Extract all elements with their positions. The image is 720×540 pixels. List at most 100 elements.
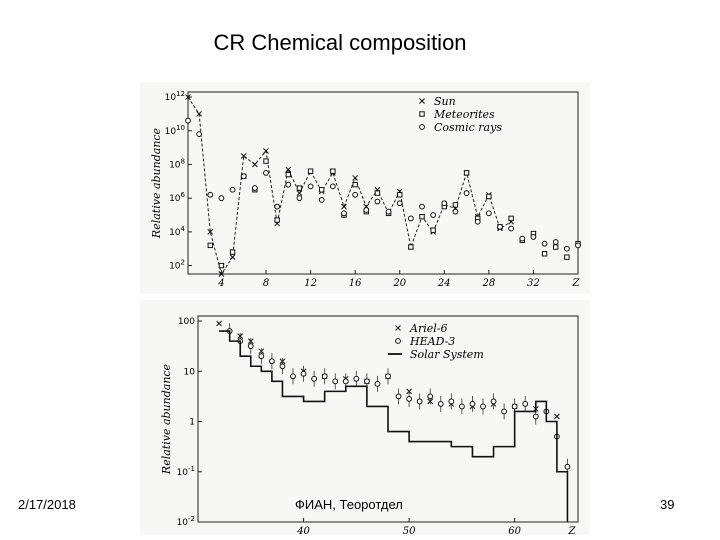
- x-tick-label: 28: [481, 278, 495, 289]
- data-point-head-3: [321, 373, 328, 380]
- legend-label: Cosmic rays: [434, 121, 502, 134]
- data-point-cosmic-rays: [263, 169, 269, 176]
- data-point-cosmic-rays: [318, 196, 325, 203]
- data-point-cosmic-rays: [385, 208, 392, 215]
- data-point-sun: [196, 111, 202, 117]
- data-point-head-3: [501, 408, 508, 415]
- data-point-sun: [229, 254, 236, 261]
- data-point-head-3: [458, 403, 465, 410]
- data-point-cosmic-rays: [575, 242, 581, 249]
- x-tick-label: 12: [304, 278, 317, 289]
- y-tick-label: 108: [169, 157, 185, 170]
- data-point-cosmic-rays: [452, 208, 459, 215]
- legend-symbol-cosmic-rays: [419, 124, 425, 130]
- x-tick-label: 32: [527, 278, 540, 289]
- y-tick-label: 102: [169, 259, 185, 272]
- data-point-head-3: [374, 380, 381, 387]
- data-point-cosmic-rays: [240, 173, 247, 180]
- x-tick-label: 8: [263, 278, 269, 289]
- data-point-cosmic-rays: [296, 195, 303, 202]
- data-point-sun: [240, 153, 247, 159]
- data-point-cosmic-rays: [563, 245, 570, 252]
- data-point-cosmic-rays: [430, 212, 437, 218]
- data-point-meteorites: [553, 244, 559, 250]
- data-point-head-3: [332, 378, 339, 385]
- data-point-meteorites: [330, 168, 336, 174]
- y-tick-label: 104: [169, 225, 185, 238]
- slide-title: CR Chemical composition: [213, 30, 467, 55]
- x-tick-label: 50: [403, 526, 416, 535]
- x-tick-label: 40: [296, 526, 310, 535]
- data-point-sun: [341, 203, 347, 210]
- legend-label: Ariel-6: [409, 322, 447, 335]
- x-tick-label: 20: [392, 278, 406, 289]
- data-point-cosmic-rays: [274, 203, 281, 210]
- data-point-meteorites: [419, 214, 425, 220]
- data-point-meteorites: [319, 187, 325, 193]
- series-line-solar-system: [219, 330, 569, 522]
- legend-label: HEAD-3: [409, 335, 455, 348]
- data-point-head-3: [300, 370, 307, 377]
- footer-page-number: 39: [660, 497, 675, 512]
- data-point-cosmic-rays: [552, 239, 559, 245]
- data-point-meteorites: [296, 185, 303, 191]
- data-point-cosmic-rays: [207, 191, 214, 198]
- chart-sun-meteorites-cosmic-rays: 1012 1010 108 106 104 102 4 8 12 16 20 24 28 32 Z Relat…: [140, 82, 590, 294]
- data-point-meteorites: [218, 262, 225, 269]
- data-point-head-3: [247, 343, 254, 350]
- legend-symbol-head-3: [395, 338, 401, 344]
- x-tick-label: 24: [437, 278, 451, 289]
- x-tick-label: 4: [217, 278, 224, 289]
- data-point-cosmic-rays: [329, 183, 336, 190]
- data-point-meteorites: [408, 244, 414, 250]
- data-point-head-3: [469, 401, 476, 407]
- data-point-cosmic-rays: [396, 200, 403, 207]
- data-point-meteorites: [463, 170, 470, 176]
- data-point-head-3: [353, 375, 360, 382]
- data-point-cosmic-rays: [463, 190, 470, 197]
- y-axis-label: Relative abundance: [150, 127, 163, 239]
- data-point-sun: [252, 161, 258, 168]
- data-point-cosmic-rays: [196, 131, 203, 138]
- data-point-meteorites: [486, 193, 492, 200]
- data-point-head-3: [532, 413, 539, 420]
- data-point-cosmic-rays: [497, 223, 503, 230]
- data-point-sun: [263, 148, 269, 154]
- data-point-cosmic-rays: [341, 210, 347, 217]
- data-point-cosmic-rays: [307, 183, 314, 190]
- footer-date: 2/17/2018: [18, 497, 76, 512]
- data-point-head-3: [511, 403, 518, 410]
- data-point-meteorites: [352, 181, 358, 188]
- data-point-meteorites: [229, 249, 236, 255]
- data-point-meteorites: [508, 215, 514, 222]
- legend-label: Meteorites: [433, 108, 495, 121]
- y-tick-label: 1010: [165, 124, 185, 137]
- data-point-ariel-6: [554, 413, 560, 420]
- plot-frame: [187, 91, 579, 275]
- data-point-sun: [218, 271, 225, 277]
- data-point-cosmic-rays: [474, 218, 481, 225]
- data-point-sun: [285, 166, 292, 173]
- data-point-meteorites: [307, 168, 314, 174]
- data-point-sun: [185, 94, 191, 100]
- data-point-head-3: [311, 375, 318, 382]
- data-point-meteorites: [207, 242, 213, 249]
- data-point-cosmic-rays: [285, 181, 292, 188]
- data-point-head-3: [416, 398, 423, 405]
- y-tick-label: 10-1: [177, 465, 195, 478]
- data-point-cosmic-rays: [519, 235, 526, 242]
- data-point-head-3: [522, 401, 529, 407]
- data-point-meteorites: [452, 202, 459, 208]
- data-point-meteorites: [430, 227, 436, 233]
- y-tick-label: 106: [169, 191, 185, 204]
- data-point-head-3: [268, 358, 275, 365]
- scan-background: [140, 82, 590, 294]
- data-point-head-3: [342, 378, 349, 385]
- legend-symbol-meteorites: [419, 111, 425, 117]
- data-point-sun: [296, 190, 303, 196]
- data-point-cosmic-rays: [185, 117, 191, 124]
- y-axis-label: Relative abundance: [160, 363, 173, 475]
- x-axis-label: Z: [572, 278, 581, 289]
- data-point-head-3: [480, 403, 486, 410]
- y-tick-label: 1: [189, 418, 195, 428]
